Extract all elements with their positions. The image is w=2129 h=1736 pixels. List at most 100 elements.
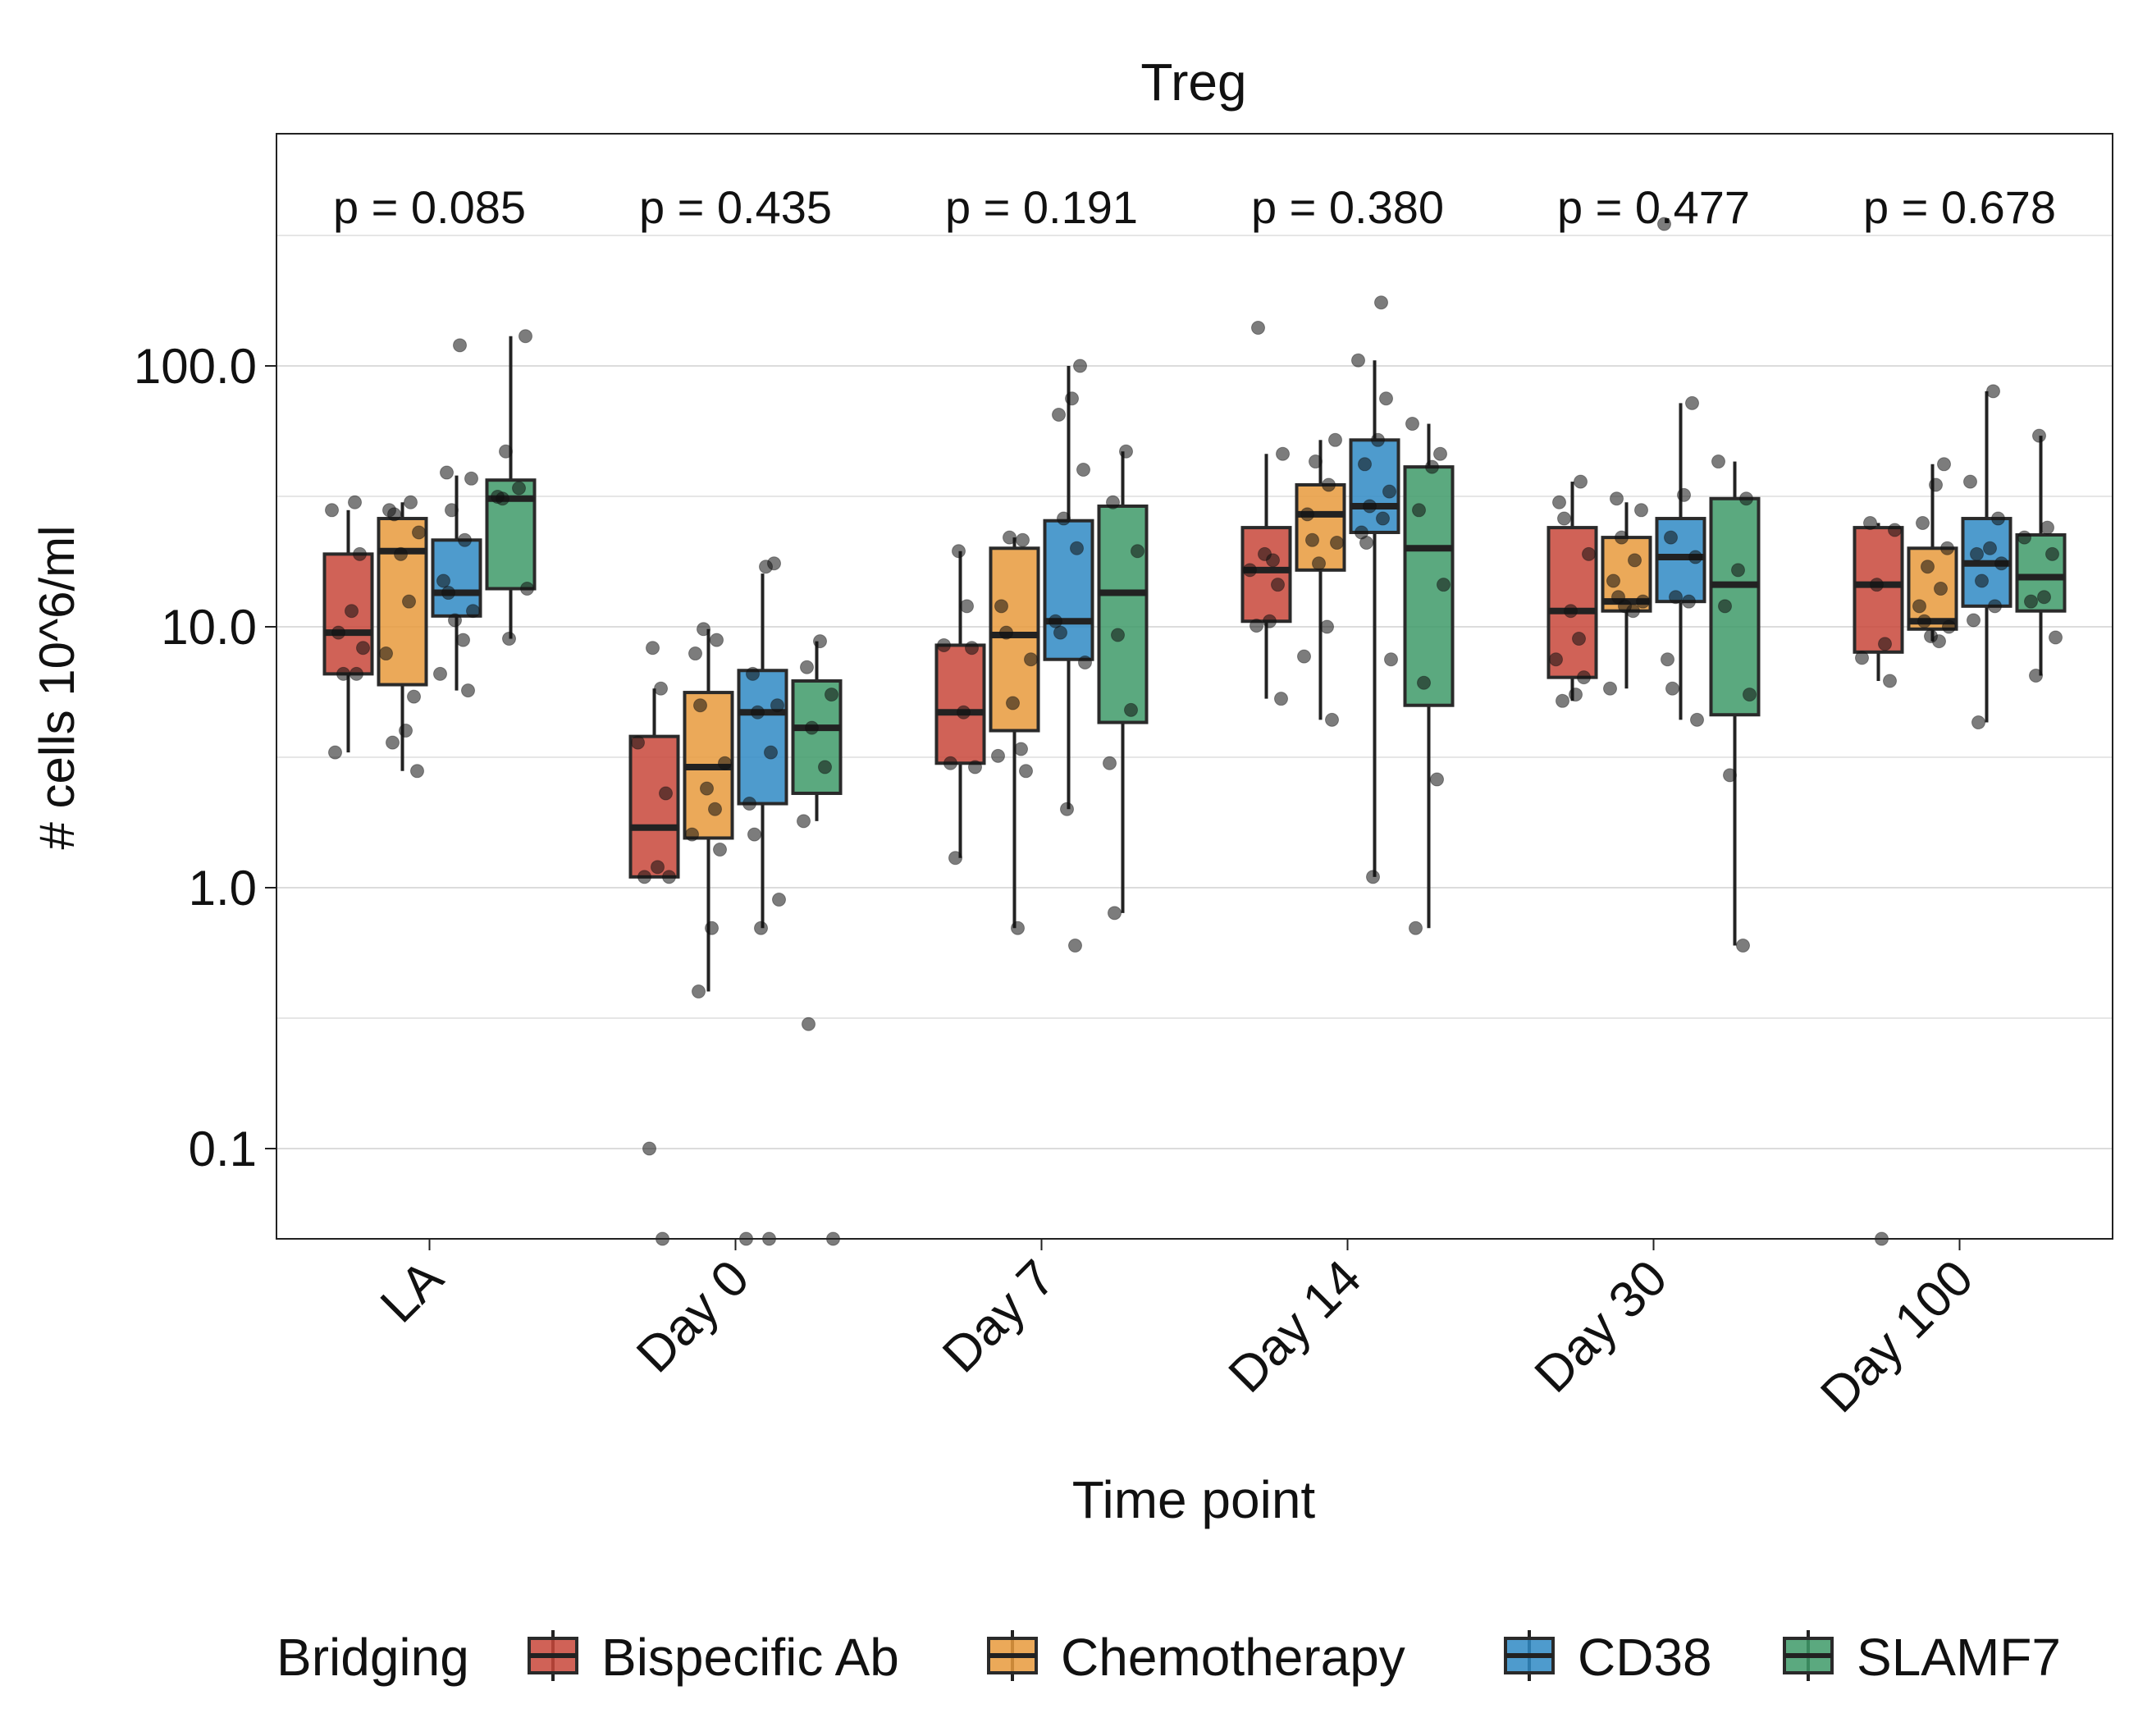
data-point xyxy=(382,503,396,518)
data-point xyxy=(948,851,962,866)
data-point xyxy=(404,495,418,509)
data-point xyxy=(1549,652,1563,667)
data-points-layer xyxy=(325,217,2063,1246)
data-point xyxy=(328,745,342,760)
data-point xyxy=(348,495,362,509)
data-point xyxy=(1690,712,1704,727)
data-point xyxy=(440,465,454,480)
y-tick-label: 100.0 xyxy=(134,339,257,394)
data-point xyxy=(2032,428,2046,443)
data-point xyxy=(1888,523,1902,537)
data-point xyxy=(520,582,534,596)
data-point xyxy=(412,525,426,540)
data-point xyxy=(331,625,345,640)
data-point xyxy=(751,705,765,720)
data-point xyxy=(1119,444,1133,459)
data-point xyxy=(1564,604,1578,619)
data-point xyxy=(1103,756,1117,770)
legend-item-chemotherapy: Chemotherapy xyxy=(987,1628,1405,1687)
data-point xyxy=(1682,594,1696,609)
data-point xyxy=(1371,432,1385,447)
plot-background xyxy=(276,134,2113,1239)
data-point xyxy=(770,698,784,713)
data-point xyxy=(1384,652,1398,667)
data-point xyxy=(1723,768,1737,783)
legend-label: Chemotherapy xyxy=(1061,1628,1405,1687)
data-point xyxy=(1057,511,1071,526)
data-point xyxy=(742,797,756,811)
data-point xyxy=(1934,582,1948,596)
data-point xyxy=(519,329,532,344)
data-point xyxy=(1351,353,1365,368)
data-point xyxy=(1433,446,1447,461)
data-point xyxy=(1358,457,1372,472)
data-point xyxy=(1739,491,1753,506)
data-point xyxy=(345,604,359,619)
data-point xyxy=(448,613,462,628)
data-point xyxy=(965,641,979,656)
y-axis: 0.1 1.0 10.0 100.0 xyxy=(134,339,276,1176)
data-point xyxy=(968,760,982,774)
data-point xyxy=(1582,546,1596,561)
legend-item-bispecific-ab: Bispecific Ab xyxy=(528,1628,899,1687)
data-point xyxy=(1685,395,1699,410)
data-point xyxy=(458,532,472,547)
data-point xyxy=(705,921,719,935)
data-point xyxy=(1011,921,1025,935)
data-point xyxy=(1665,681,1679,696)
data-point xyxy=(1924,629,1938,644)
data-point xyxy=(767,556,781,571)
data-point xyxy=(1942,619,1956,634)
data-point xyxy=(445,503,459,518)
data-point xyxy=(379,646,393,661)
data-point xyxy=(1271,578,1285,592)
data-point xyxy=(952,544,966,559)
data-point xyxy=(646,641,660,656)
data-point xyxy=(350,666,363,681)
data-point xyxy=(1006,696,1020,710)
data-point xyxy=(1309,455,1323,469)
data-point xyxy=(991,748,1005,763)
data-point xyxy=(1994,556,2008,571)
data-point xyxy=(1878,637,1892,651)
data-point xyxy=(805,720,819,735)
data-point xyxy=(1330,536,1344,550)
data-point xyxy=(802,1016,816,1031)
box-cd38 xyxy=(737,573,788,929)
data-point xyxy=(754,921,768,935)
data-point xyxy=(960,599,974,614)
data-point xyxy=(1912,599,1926,614)
data-point xyxy=(693,698,707,713)
data-point xyxy=(1983,541,1997,555)
data-point xyxy=(1073,359,1087,373)
data-point xyxy=(1718,599,1732,614)
data-point xyxy=(2045,546,2059,561)
box-iqr xyxy=(934,643,986,765)
data-point xyxy=(1917,614,1931,628)
data-point xyxy=(1276,446,1290,461)
data-point xyxy=(394,546,408,561)
data-point xyxy=(764,745,778,760)
data-point xyxy=(2024,594,2038,609)
data-point xyxy=(353,546,367,561)
data-point xyxy=(502,632,516,646)
data-point xyxy=(1916,515,1930,530)
y-tick-label: 0.1 xyxy=(189,1122,257,1176)
data-point xyxy=(1108,906,1122,921)
data-point xyxy=(999,625,1013,640)
data-point xyxy=(1731,563,1745,578)
data-point xyxy=(1376,511,1390,526)
legend: Bridging Bispecific Ab Chemotherapy CD38 SL… xyxy=(276,1628,2061,1687)
data-point xyxy=(1929,477,1943,492)
major-gridlines xyxy=(276,365,2113,1149)
data-point xyxy=(1417,675,1431,690)
data-point xyxy=(2017,530,2031,545)
data-point xyxy=(825,688,838,702)
data-point xyxy=(399,724,413,738)
data-point xyxy=(1053,625,1067,640)
data-point xyxy=(1320,619,1334,634)
data-point xyxy=(1855,651,1869,665)
data-point xyxy=(797,814,811,829)
box-bispecific-ab xyxy=(628,688,680,879)
